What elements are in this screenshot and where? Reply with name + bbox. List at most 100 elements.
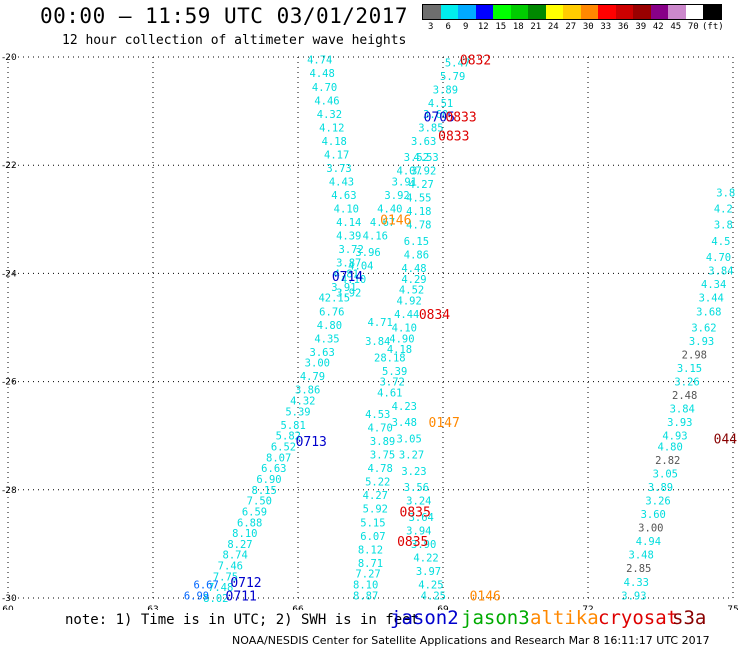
swh-value: 8.74	[223, 550, 248, 562]
swh-value: 3.63	[411, 136, 436, 148]
swh-value: 4.90	[389, 333, 414, 345]
swh-value: 3.44	[699, 293, 724, 305]
scale-unit: (ft)	[702, 22, 724, 32]
swh-value: 4.07	[397, 166, 422, 178]
scale-swatch	[493, 5, 511, 19]
swh-value: 3.62	[691, 323, 716, 335]
pass-time-label: 0705	[424, 111, 455, 126]
swh-value: 3.05	[397, 433, 422, 445]
chart-subtitle: 12 hour collection of altimeter wave hei…	[62, 33, 407, 48]
pass-time-label: 0147	[429, 416, 460, 431]
swh-value: 3.23	[401, 466, 426, 478]
swh-value: 3.97	[416, 566, 441, 578]
swh-value: 4.79	[300, 371, 325, 383]
scale-swatch	[510, 5, 528, 19]
note-text: note: 1) Time is in UTC; 2) SWH is in fe…	[65, 612, 420, 628]
swh-value: 4.92	[397, 295, 422, 307]
swh-value: 4.94	[636, 536, 661, 548]
y-tick-label: -20	[2, 53, 17, 63]
swh-value: 3.27	[399, 450, 424, 462]
pass-time-label: 0146	[470, 589, 501, 604]
swh-value: 7.75	[213, 571, 238, 583]
swh-value: 4.70	[312, 82, 337, 94]
x-tick-label: 72	[582, 605, 593, 610]
pass-time-label: 0146	[380, 213, 411, 228]
swh-value: 6.99	[184, 590, 209, 602]
swh-value: 4.39	[336, 231, 361, 243]
pass-time-label: 0835	[400, 505, 431, 520]
swh-value: 2.82	[655, 455, 680, 467]
x-tick-label: 63	[147, 605, 158, 610]
swh-value: 3.87	[336, 258, 361, 270]
scale-label: 21	[530, 22, 542, 32]
scale-label: 6	[445, 22, 451, 32]
swh-value: 4.78	[406, 220, 431, 232]
scale-label: 27	[565, 22, 577, 32]
swh-value: 4.44	[394, 309, 419, 321]
pass-time-label: 0713	[296, 435, 327, 450]
swh-value: 3.05	[653, 469, 678, 481]
swh-value: 3.84	[365, 336, 390, 348]
x-tick-label: 60	[2, 605, 14, 610]
pass-time-label: 0833	[438, 129, 469, 144]
swh-value: 4.04	[348, 260, 373, 272]
swh-value: 4.70	[706, 252, 731, 264]
swh-value: 4.53	[413, 152, 438, 164]
legend-altika: altika	[530, 607, 599, 629]
swh-value: 5.39	[382, 366, 407, 378]
swh-value: 4.78	[368, 463, 393, 475]
swh-value: 3.90	[411, 539, 436, 551]
swh-value: 3.26	[645, 496, 670, 508]
scale-swatch	[475, 5, 493, 19]
swh-value: 4.55	[406, 193, 431, 205]
swh-value: 3.84	[670, 404, 695, 416]
swh-value: 6.52	[271, 442, 296, 454]
swh-value: 4.46	[314, 95, 339, 107]
scale-label: 18	[512, 22, 524, 32]
scale-label: 45	[670, 22, 682, 32]
swh-value: 4.17	[324, 149, 349, 161]
swh-value: 4.80	[317, 320, 342, 332]
x-tick-label: 66	[292, 605, 304, 610]
scale-swatch	[615, 5, 633, 19]
swh-value: 3.8	[714, 220, 733, 232]
swh-value: 3.8	[716, 187, 735, 199]
swh-value: 3.64	[409, 512, 434, 524]
altimeter-plot: 60 63 66 69 72 75-20-22-24-26-28-304.744.484.…	[2, 53, 739, 610]
swh-value: 5.79	[440, 71, 465, 83]
swh-value: 6.07	[360, 531, 385, 543]
swh-value: 4.32	[290, 396, 315, 408]
scale-label: 9	[463, 22, 469, 32]
swh-value: 8.02	[203, 593, 228, 605]
swh-value: 3.96	[355, 247, 380, 259]
swh-value: 3.84	[708, 266, 733, 278]
scale-label: 70	[687, 22, 699, 32]
swh-value: 3.48	[392, 417, 417, 429]
swh-value: 4.81	[334, 268, 359, 280]
y-tick-label: -30	[2, 594, 17, 604]
y-tick-label: -22	[2, 161, 17, 171]
swh-value: 4.71	[368, 317, 393, 329]
swh-value: 3.94	[406, 525, 431, 537]
swh-value: 3.24	[406, 496, 431, 508]
scale-label: 24	[547, 22, 559, 32]
swh-value: 3.56	[404, 482, 429, 494]
chart-title: 00:00 – 11:59 UTC 03/01/2017	[40, 4, 409, 28]
swh-value: 4.27	[409, 179, 434, 191]
swh-value: 3.63	[310, 347, 335, 359]
legend-cryosat: cryosat	[598, 607, 679, 629]
swh-value: 4.52	[399, 285, 424, 297]
swh-value: 4.10	[392, 323, 417, 335]
swh-value: 8.71	[358, 558, 383, 570]
scale-label: 3	[428, 22, 434, 32]
swh-value: 7.27	[355, 569, 380, 581]
swh-value: 3.15	[677, 363, 702, 375]
swh-value: 4.70	[368, 423, 393, 435]
scale-swatch	[458, 5, 476, 19]
legend-jason3: jason3	[461, 607, 530, 629]
swh-value: 6.15	[404, 236, 429, 248]
swh-value: 3.60	[423, 109, 448, 121]
swh-value: 4.16	[363, 231, 388, 243]
swh-value: 8.10	[232, 528, 257, 540]
swh-value: 4.67	[370, 217, 395, 229]
